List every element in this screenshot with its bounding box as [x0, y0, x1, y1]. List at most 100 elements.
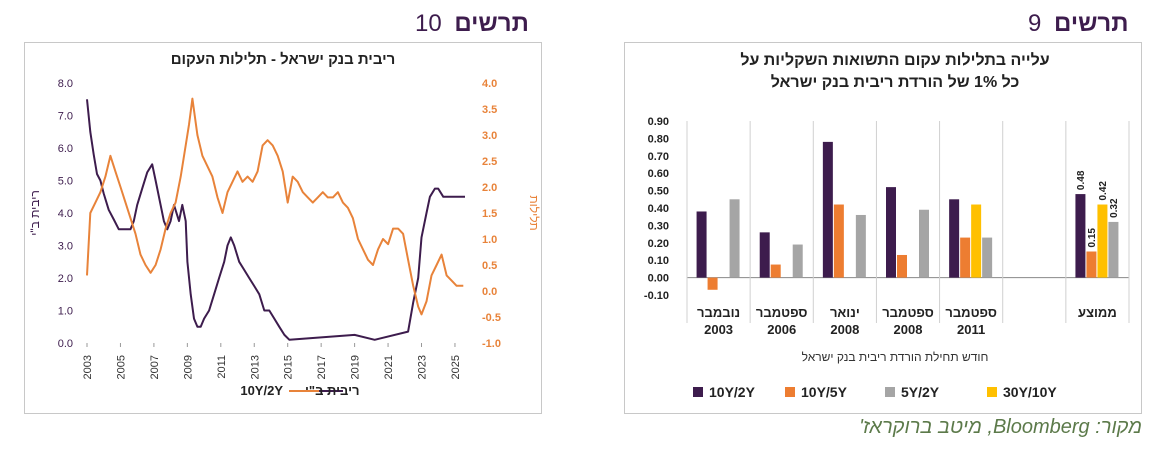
- legend-label: 5Y/2Y: [901, 384, 940, 400]
- right-axis-tick-label: 2.5: [482, 156, 497, 168]
- bar-data-label: 0.48: [1076, 170, 1087, 190]
- bar-10y-2y: [949, 199, 960, 278]
- bar-category-label: 2006: [767, 322, 796, 337]
- right-axis-tick-label: 0.5: [482, 260, 497, 272]
- right-axis-tick-label: 0.0: [482, 286, 497, 298]
- legend-label-policy-rate: ריבית ב"י: [305, 383, 360, 398]
- bar-chart-panel: עלייה בתלילות עקום התשואות השקליות על כל …: [624, 42, 1142, 414]
- bar-5y-2y: [855, 214, 866, 278]
- line-chart-title: ריבית בנק ישראל - תלילות העקום: [171, 51, 396, 68]
- bar-y-tick-label: 0.30: [648, 220, 669, 232]
- left-axis-tick-label: 7.0: [58, 111, 73, 123]
- x-axis-tick-label: 2019: [350, 355, 362, 379]
- bar-category-label: 2011: [957, 322, 985, 337]
- source-note: מקור: Bloomberg, מיטב ברוקראז': [859, 416, 1142, 438]
- right-axis-tick-label: 3.0: [482, 130, 497, 142]
- x-axis-tick-label: 2023: [417, 355, 429, 379]
- bar-y-tick-label: 0.20: [648, 238, 669, 250]
- bar-10y-5y: [833, 204, 844, 278]
- bar-category-label: נובמבר: [697, 305, 740, 320]
- bar-chart-title-line: עלייה בתלילות עקום התשואות השקליות על: [740, 51, 1049, 69]
- left-axis-tick-label: 6.0: [58, 143, 73, 155]
- bar-y-tick-label: 0.10: [648, 255, 669, 267]
- bar-category-label: 2008: [830, 322, 859, 337]
- bar-category-label: ינואר: [830, 305, 860, 320]
- x-axis-tick-label: 2013: [249, 355, 261, 379]
- left-axis-tick-label: 5.0: [58, 176, 73, 188]
- bar-30y-10y: [971, 204, 982, 278]
- right-axis-tick-label: -0.5: [482, 312, 501, 324]
- legend-label: 10Y/5Y: [801, 384, 848, 400]
- bar-x-axis-title: חודש תחילת הורדת ריבית בנק ישראל: [802, 350, 989, 364]
- x-axis-tick-label: 2011: [216, 355, 228, 379]
- legend-label: 30Y/10Y: [1003, 384, 1057, 400]
- line-chart: ריבית בנק ישראל - תלילות העקום 0.0 1.0 2.0 3…: [28, 51, 541, 398]
- line-chart-panel: ריבית בנק ישראל - תלילות העקום 0.0 1.0 2.0 3…: [24, 42, 542, 414]
- bar-5y-2y: [1108, 221, 1119, 278]
- bar-30y-10y: [1097, 204, 1108, 278]
- x-axis-tick-label: 2007: [149, 355, 161, 379]
- left-axis-tick-label: 0.0: [58, 338, 73, 350]
- legend-swatch: [785, 387, 795, 397]
- bar-y-tick-label: 0.80: [648, 133, 669, 145]
- bar-category-label: ספטמבר: [945, 305, 997, 320]
- bar-5y-2y: [792, 244, 803, 278]
- left-axis-tick-label: 3.0: [58, 241, 73, 253]
- bar-10y-5y: [707, 277, 718, 290]
- bar-y-tick-label: 0.60: [648, 168, 669, 180]
- bar-y-tick-label: 0.50: [648, 186, 669, 198]
- bar-10y-2y: [759, 232, 770, 278]
- bar-10y-5y: [1086, 251, 1097, 278]
- x-axis-tick-label: 2021: [383, 355, 395, 379]
- bar-10y-5y: [770, 264, 781, 278]
- bar-10y-2y: [1075, 194, 1086, 278]
- right-axis-tick-label: -1.0: [482, 338, 501, 350]
- left-axis-tick-label: 2.0: [58, 273, 73, 285]
- bar-y-tick-label: 0.00: [648, 273, 669, 285]
- bar-category-label: ספטמבר: [756, 305, 808, 320]
- bar-10y-2y: [696, 211, 707, 278]
- left-figure-heading: תרשים 10: [415, 10, 529, 38]
- left-axis-tick-label: 1.0: [58, 306, 73, 318]
- right-figure-number: 9: [1028, 10, 1042, 37]
- right-axis-tick-label: 1.0: [482, 234, 497, 246]
- legend-label-steepness: 10Y/2Y: [240, 383, 283, 398]
- bar-10y-2y: [822, 141, 833, 278]
- left-axis-tick-label: 4.0: [58, 208, 73, 220]
- bar-y-tick-label: -0.10: [644, 290, 669, 302]
- right-axis-tick-label: 1.5: [482, 208, 497, 220]
- x-axis-tick-label: 2025: [450, 355, 462, 379]
- bar-data-label: 0.32: [1109, 198, 1120, 218]
- left-figure-title: תרשים: [454, 10, 529, 37]
- bar-category-label: ספטמבר: [882, 305, 934, 320]
- right-axis-tick-label: 4.0: [482, 78, 497, 90]
- left-figure-number: 10: [415, 10, 442, 37]
- bar-5y-2y: [729, 199, 740, 278]
- bar-chart: עלייה בתלילות עקום התשואות השקליות על כל …: [644, 51, 1130, 400]
- left-axis-tick-label: 8.0: [58, 78, 73, 90]
- x-axis-tick-label: 2005: [115, 355, 127, 379]
- right-figure-title: תרשים: [1054, 10, 1129, 37]
- bar-y-tick-label: 0.90: [648, 116, 669, 128]
- x-axis-tick-label: 2015: [283, 355, 295, 379]
- x-axis-tick-label: 2003: [82, 355, 94, 379]
- bar-10y-5y: [897, 254, 907, 278]
- bar-data-label: 0.15: [1087, 228, 1098, 248]
- x-axis-tick-label: 2017: [316, 355, 328, 379]
- right-axis-label: תלילות: [527, 195, 541, 230]
- right-axis-tick-label: 2.0: [482, 182, 497, 194]
- bar-y-tick-label: 0.70: [648, 151, 669, 163]
- legend-swatch: [987, 387, 997, 397]
- bar-5y-2y: [982, 237, 993, 278]
- legend-swatch: [885, 387, 895, 397]
- legend-label: 10Y/2Y: [709, 384, 756, 400]
- legend-swatch: [693, 387, 703, 397]
- left-axis-label: ריבית ב"י: [28, 190, 42, 236]
- x-axis-tick-label: 2009: [182, 355, 194, 379]
- bar-10y-5y: [960, 237, 971, 278]
- bar-5y-2y: [919, 209, 929, 278]
- bar-chart-title-line: כל 1% של הורדת ריבית בנק ישראל: [771, 73, 1020, 91]
- bar-category-label: 2008: [894, 322, 923, 337]
- bar-data-label: 0.42: [1098, 181, 1109, 201]
- right-figure-heading: תרשים 9: [1028, 10, 1128, 38]
